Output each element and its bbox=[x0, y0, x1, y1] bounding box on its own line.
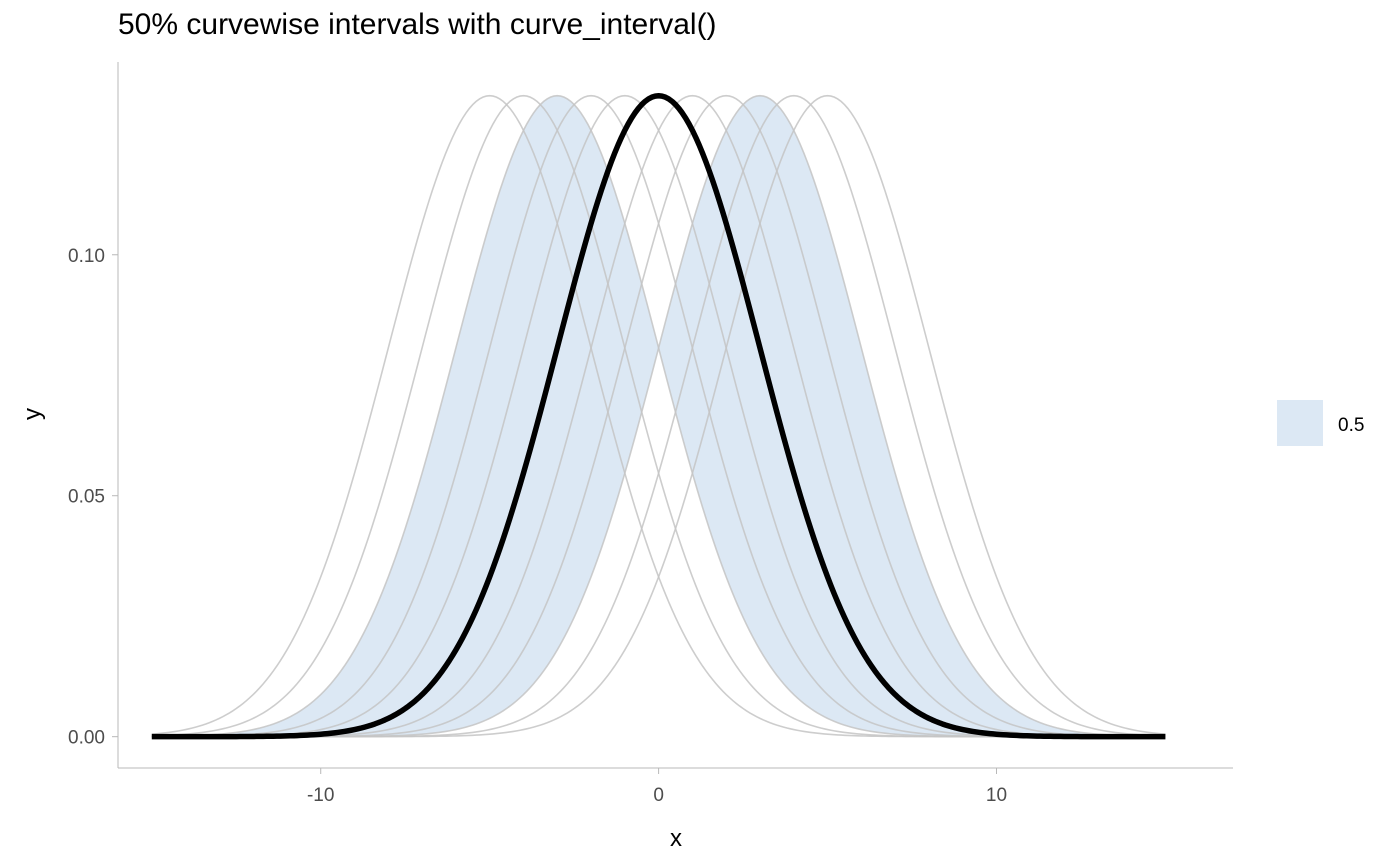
y-axis-title: y bbox=[19, 408, 46, 420]
interval-band-layer bbox=[151, 95, 1166, 737]
draw-curve bbox=[151, 94, 1166, 738]
draw-curve bbox=[151, 94, 1166, 738]
legend-label: 0.5 bbox=[1338, 415, 1364, 436]
draws-layer bbox=[151, 94, 1166, 738]
y-tick-label: 0.05 bbox=[68, 487, 105, 508]
y-tick-label: 0.10 bbox=[68, 246, 105, 267]
draw-curve bbox=[151, 94, 1166, 738]
draw-curve bbox=[151, 94, 1166, 738]
draw-curve bbox=[151, 94, 1166, 738]
legend: 0.5 bbox=[1277, 400, 1364, 446]
draw-curve bbox=[151, 94, 1166, 738]
interval-band-0.5 bbox=[151, 95, 1166, 737]
y-ticks-layer: 0.00 0.05 0.10 bbox=[68, 246, 118, 749]
x-axis-title: x bbox=[670, 825, 682, 852]
draw-curve bbox=[151, 94, 1166, 738]
axes-layer bbox=[117, 62, 1233, 769]
x-tick-label: 10 bbox=[986, 785, 1007, 806]
median-curve bbox=[151, 92, 1166, 740]
draw-curve bbox=[151, 94, 1166, 738]
y-tick-label: 0.00 bbox=[68, 728, 105, 749]
x-ticks-layer: -10 0 10 bbox=[307, 768, 1007, 806]
draw-curve bbox=[151, 94, 1166, 738]
x-tick-label: -10 bbox=[307, 785, 334, 806]
legend-swatch bbox=[1277, 400, 1323, 446]
median-layer bbox=[151, 92, 1166, 740]
draw-curve bbox=[151, 94, 1166, 738]
draw-curve bbox=[151, 94, 1166, 738]
x-tick-label: 0 bbox=[653, 785, 664, 806]
chart-title: 50% curvewise intervals with curve_inter… bbox=[118, 8, 717, 41]
